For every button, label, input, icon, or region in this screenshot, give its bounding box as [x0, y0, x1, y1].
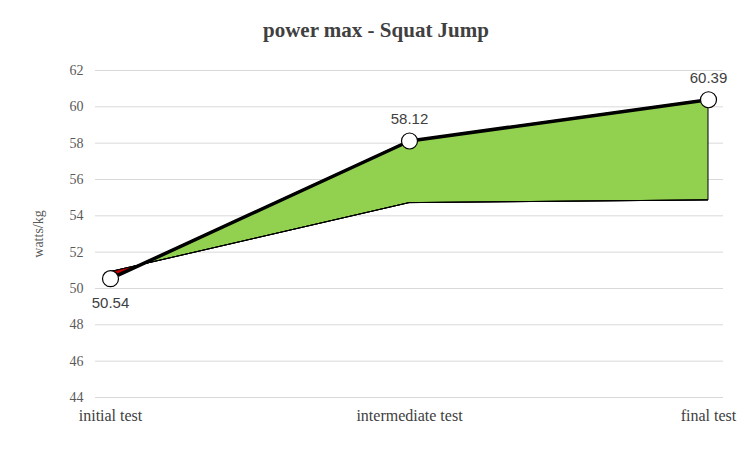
svg-text:44: 44	[70, 390, 84, 405]
svg-text:52: 52	[70, 245, 84, 260]
svg-text:50: 50	[70, 281, 84, 296]
svg-text:final test: final test	[681, 407, 737, 424]
svg-text:56: 56	[70, 172, 84, 187]
svg-text:60.39: 60.39	[690, 69, 728, 86]
svg-text:58: 58	[70, 136, 84, 151]
svg-text:intermediate test: intermediate test	[356, 407, 463, 424]
svg-text:initial test: initial test	[79, 407, 143, 424]
svg-text:58.12: 58.12	[391, 110, 429, 127]
html-text:power max - Squat Jump: power max - Squat Jump	[263, 18, 489, 42]
svg-text:62: 62	[70, 63, 84, 78]
svg-text:48: 48	[70, 317, 84, 332]
svg-text:46: 46	[70, 354, 84, 369]
svg-text:watts/kg: watts/kg	[31, 210, 46, 257]
svg-text:50.54: 50.54	[92, 293, 130, 310]
svg-text:54: 54	[70, 208, 84, 223]
svg-text:60: 60	[70, 99, 84, 114]
